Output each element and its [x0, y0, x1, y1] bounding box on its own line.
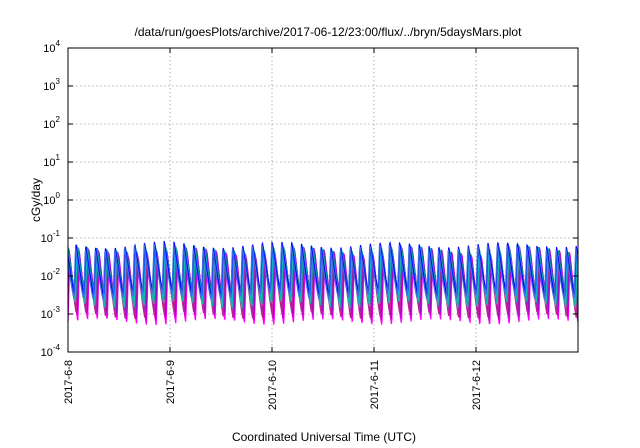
y-tick-label: 102: [43, 115, 60, 131]
x-tick-label: 2017-6-12: [471, 360, 483, 410]
y-tick-label: 10-4: [41, 343, 61, 359]
y-tick-label: 10-1: [41, 229, 61, 245]
y-tick-label: 103: [43, 77, 60, 93]
y-tick-label: 104: [43, 39, 60, 55]
x-tick-label: 2017-6-11: [369, 360, 381, 409]
series-line-10: [67, 243, 579, 302]
x-tick-label: 2017-6-8: [63, 360, 75, 404]
y-tick-label: 10-3: [41, 305, 61, 321]
chart-title: /data/run/goesPlots/archive/2017-06-12/2…: [135, 25, 523, 39]
x-tick-label: 2017-6-9: [165, 360, 177, 404]
y-tick-label: 10-2: [41, 267, 61, 283]
y-tick-label: 101: [43, 153, 60, 169]
y-axis-label: cGy/day: [29, 178, 43, 222]
x-axis-label: Coordinated Universal Time (UTC): [232, 430, 416, 444]
x-tick-label: 2017-6-10: [267, 360, 279, 410]
y-ticks: 10-4 10-3 10-2 10-1 100 101 102 103 104: [41, 39, 578, 359]
y-tick-label: 100: [43, 191, 60, 207]
series-layer: [67, 240, 579, 326]
x-ticks: 2017-6-8 2017-6-9 2017-6-10 2017-6-11 2017-6…: [63, 48, 483, 410]
